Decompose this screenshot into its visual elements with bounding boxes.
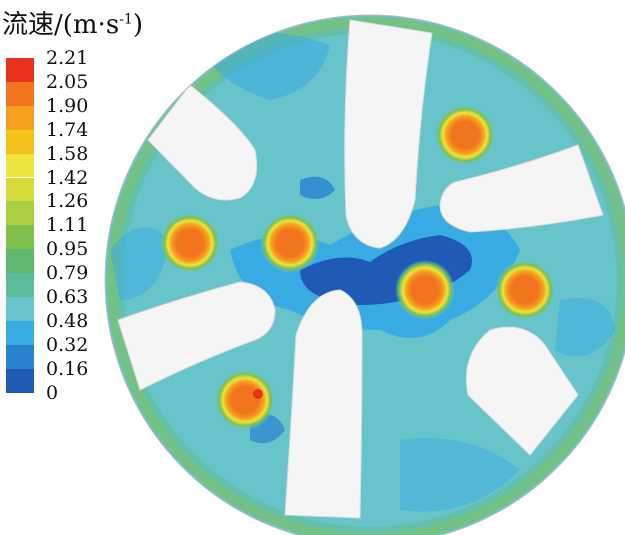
low-flow-patch-left xyxy=(110,227,170,300)
legend-tick-label: 0.79 xyxy=(46,262,89,285)
legend-swatch xyxy=(6,201,34,226)
blade-upper-left xyxy=(147,84,258,201)
blade-right xyxy=(439,144,604,233)
blades xyxy=(117,19,604,519)
legend-tick-label: 1.11 xyxy=(46,214,89,237)
legend-swatch xyxy=(6,129,34,154)
title-prefix: 流速/(m·s xyxy=(2,10,120,40)
legend-tick-label: 0.16 xyxy=(46,357,89,380)
legend-tick-label: 1.42 xyxy=(46,166,89,189)
legend-swatch xyxy=(6,273,34,297)
legend-swatch xyxy=(6,105,34,130)
hot-spot-1 xyxy=(435,105,495,165)
legend-tick-label: 2.21 xyxy=(46,47,89,69)
low-flow-patch-bottom xyxy=(400,438,520,512)
hot-spot-4 xyxy=(395,260,455,320)
legend-tick-label: 0.32 xyxy=(46,333,89,356)
legend-swatch xyxy=(6,344,34,369)
hot-spot-5 xyxy=(495,260,555,320)
legend-swatch xyxy=(6,225,34,250)
legend-tick-label: 0.95 xyxy=(46,238,89,261)
hot-spot-peak xyxy=(253,389,263,399)
low-flow-patch-right xyxy=(555,298,615,357)
legend-tick-label: 2.05 xyxy=(46,70,89,93)
legend-swatch xyxy=(6,368,34,393)
legend-swatch xyxy=(6,249,34,274)
hot-spot-6 xyxy=(215,370,275,430)
legend-title: 流速/(m·s-1) xyxy=(2,4,143,41)
disk-outline xyxy=(104,14,625,535)
legend-tick-label: 1.74 xyxy=(46,118,89,141)
legend-swatch xyxy=(6,81,34,106)
legend-tick-label: 1.26 xyxy=(46,190,89,213)
legend-swatch xyxy=(6,58,34,82)
title-suffix: ) xyxy=(132,10,143,40)
legend-swatch xyxy=(6,177,34,202)
rim-flow-band xyxy=(107,17,625,535)
blade-top-center xyxy=(344,19,433,249)
legend-tick-label: 0.63 xyxy=(46,286,89,308)
legend-swatch xyxy=(6,153,34,178)
blade-lower-right xyxy=(465,326,579,456)
hot-spot-2 xyxy=(160,213,220,273)
blade-bottom-center xyxy=(284,289,363,519)
legend-tick-label: 0.48 xyxy=(46,309,89,332)
hot-spots xyxy=(160,105,555,430)
blade-left xyxy=(117,281,276,391)
legend-swatch xyxy=(6,297,34,321)
title-exponent: -1 xyxy=(119,11,133,28)
low-zone-accent-1 xyxy=(300,176,335,199)
legend-swatch xyxy=(6,320,34,345)
legend-tick-label: 0 xyxy=(46,381,59,404)
hot-spot-3 xyxy=(260,213,320,273)
legend-tick-label: 1.90 xyxy=(46,94,89,117)
legend-tick-label: 1.58 xyxy=(46,142,89,165)
